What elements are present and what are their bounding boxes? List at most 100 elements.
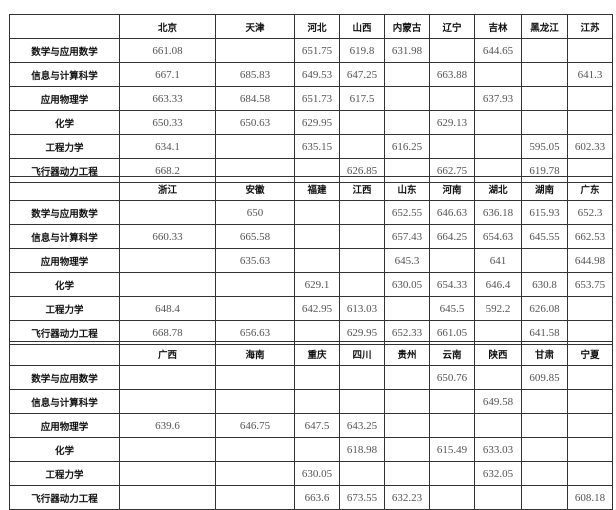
major-label: 数学与应用数学	[9, 200, 120, 225]
score-cell	[521, 248, 568, 273]
score-cell	[339, 461, 385, 486]
score-cell	[429, 38, 475, 63]
table-row: 工程力学 648.4 642.95 613.03 645.5 592.2 626.08	[9, 296, 613, 321]
table-row: 化学 629.1 630.05 654.33 646.4 630.8 653.75	[9, 272, 613, 297]
score-cell	[429, 86, 475, 111]
score-cell	[429, 461, 475, 486]
province-header: 天津	[215, 14, 295, 39]
major-label: 飞行器动力工程	[9, 320, 120, 345]
score-cell: 646.63	[429, 200, 475, 225]
score-cell	[567, 38, 613, 63]
province-header: 海南	[215, 341, 295, 366]
score-cell: 663.88	[429, 62, 475, 87]
score-cell: 609.85	[521, 365, 568, 390]
province-header: 宁夏	[567, 341, 613, 366]
province-header: 广西	[119, 341, 216, 366]
score-cell: 652.55	[384, 200, 430, 225]
score-cell: 650.76	[429, 365, 475, 390]
major-label: 数学与应用数学	[9, 38, 120, 63]
major-label: 工程力学	[9, 461, 120, 486]
score-cell	[521, 461, 568, 486]
score-cell	[567, 389, 613, 414]
score-cell: 650.63	[215, 110, 295, 135]
score-cell	[215, 461, 295, 486]
score-cell: 652.33	[384, 320, 430, 345]
province-header: 江苏	[567, 14, 613, 39]
score-cell: 648.4	[119, 296, 216, 321]
province-header: 辽宁	[429, 14, 475, 39]
score-cell: 642.95	[294, 296, 340, 321]
score-cell: 667.1	[119, 62, 216, 87]
score-cell: 668.78	[119, 320, 216, 345]
score-cell	[294, 389, 340, 414]
score-cell: 673.55	[339, 485, 385, 510]
score-cell: 644.98	[567, 248, 613, 273]
province-header: 安徽	[215, 176, 295, 201]
score-cell: 615.93	[521, 200, 568, 225]
score-cell: 629.1	[294, 272, 340, 297]
header-row: 北京 天津 河北 山西 内蒙古 辽宁 吉林 黑龙江 江苏	[9, 14, 613, 39]
score-cell	[474, 134, 522, 159]
score-cell: 629.95	[294, 110, 340, 135]
score-cell	[384, 62, 430, 87]
table-row: 飞行器动力工程 668.78 656.63 629.95 652.33 661.05 641…	[9, 320, 613, 345]
score-cell: 654.63	[474, 224, 522, 249]
major-label: 化学	[9, 437, 120, 462]
score-cell	[474, 62, 522, 87]
score-cell	[521, 389, 568, 414]
score-cell: 651.73	[294, 86, 340, 111]
score-cell: 641.3	[567, 62, 613, 87]
score-cell	[294, 200, 340, 225]
score-cell	[521, 38, 568, 63]
score-cell: 595.05	[521, 134, 568, 159]
score-cell	[119, 365, 216, 390]
score-cell: 592.2	[474, 296, 522, 321]
score-cell	[474, 110, 522, 135]
province-header: 四川	[339, 341, 385, 366]
major-label: 工程力学	[9, 134, 120, 159]
score-cell	[384, 437, 430, 462]
score-cell: 649.58	[474, 389, 522, 414]
score-cell	[474, 320, 522, 345]
table-row: 应用物理学 635.63 645.3 641 644.98	[9, 248, 613, 273]
corner-cell	[9, 14, 120, 39]
score-cell	[429, 389, 475, 414]
score-cell: 632.23	[384, 485, 430, 510]
major-label: 化学	[9, 110, 120, 135]
score-cell	[215, 437, 295, 462]
score-cell	[215, 134, 295, 159]
score-cell	[429, 134, 475, 159]
score-cell: 653.75	[567, 272, 613, 297]
score-cell: 665.58	[215, 224, 295, 249]
score-cell: 684.58	[215, 86, 295, 111]
score-cell	[567, 296, 613, 321]
score-cell	[215, 38, 295, 63]
score-cell: 641.58	[521, 320, 568, 345]
score-cell	[521, 485, 568, 510]
score-cell	[119, 389, 216, 414]
score-cell: 650.33	[119, 110, 216, 135]
province-header: 重庆	[294, 341, 340, 366]
score-table-2: 浙江 安徽 福建 江西 山东 河南 湖北 湖南 广东 数学与应用数学 650 652.55 646.63…	[9, 176, 613, 345]
province-header: 湖北	[474, 176, 522, 201]
score-cell: 631.98	[384, 38, 430, 63]
major-label: 应用物理学	[9, 248, 120, 273]
score-cell: 645.5	[429, 296, 475, 321]
score-cell	[521, 413, 568, 438]
score-cell	[567, 86, 613, 111]
score-cell: 634.1	[119, 134, 216, 159]
corner-cell	[9, 176, 120, 201]
province-header: 广东	[567, 176, 613, 201]
score-cell: 662.53	[567, 224, 613, 249]
score-cell: 629.13	[429, 110, 475, 135]
score-cell: 630.05	[294, 461, 340, 486]
score-cell	[339, 389, 385, 414]
score-cell: 637.93	[474, 86, 522, 111]
province-header: 山西	[339, 14, 385, 39]
score-cell: 602.33	[567, 134, 613, 159]
score-cell: 663.33	[119, 86, 216, 111]
table-row: 信息与计算科学 649.58	[9, 389, 613, 414]
province-header: 江西	[339, 176, 385, 201]
province-header: 云南	[429, 341, 475, 366]
score-cell	[294, 248, 340, 273]
